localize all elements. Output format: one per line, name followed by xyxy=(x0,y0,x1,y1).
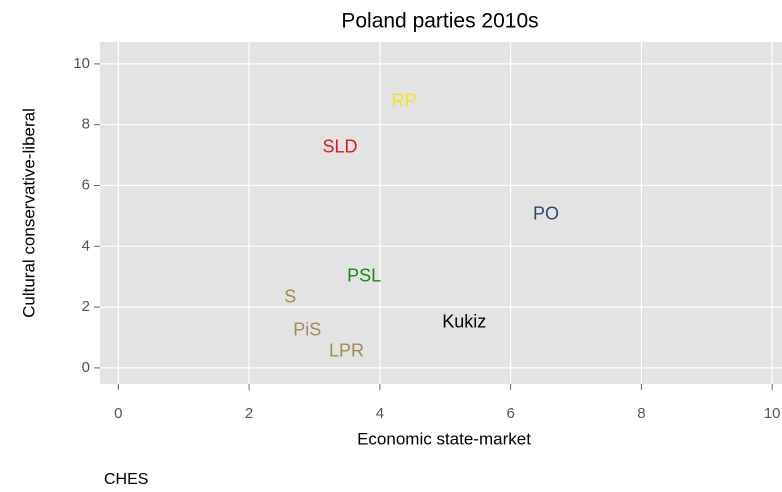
x-tick-label: 8 xyxy=(637,405,645,422)
x-axis-label: Economic state-market xyxy=(357,429,531,448)
x-tick-label: 0 xyxy=(114,405,122,422)
y-tick-label: 0 xyxy=(82,359,90,376)
point-label: PO xyxy=(533,204,559,224)
point-label: SLD xyxy=(322,137,357,157)
point-label: S xyxy=(284,287,296,307)
plot-panel xyxy=(100,42,782,384)
x-tick-label: 2 xyxy=(245,405,253,422)
x-tick-label: 4 xyxy=(376,405,384,422)
y-axis-label: Cultural conservative-liberal xyxy=(19,108,38,318)
x-tick-label: 10 xyxy=(764,405,781,422)
point-label: LPR xyxy=(329,341,364,361)
point-label: Kukiz xyxy=(442,312,486,332)
point-label: RP xyxy=(392,91,417,111)
y-tick-label: 6 xyxy=(82,176,90,193)
y-tick-label: 10 xyxy=(73,55,90,72)
y-tick-label: 4 xyxy=(82,237,90,254)
y-tick-label: 8 xyxy=(82,116,90,133)
chart-title: Poland parties 2010s xyxy=(341,10,538,33)
caption: CHES xyxy=(104,471,148,488)
point-label: PiS xyxy=(293,320,321,340)
x-tick-label: 6 xyxy=(506,405,514,422)
y-tick-label: 2 xyxy=(82,298,90,315)
point-label: PSL xyxy=(347,266,381,286)
